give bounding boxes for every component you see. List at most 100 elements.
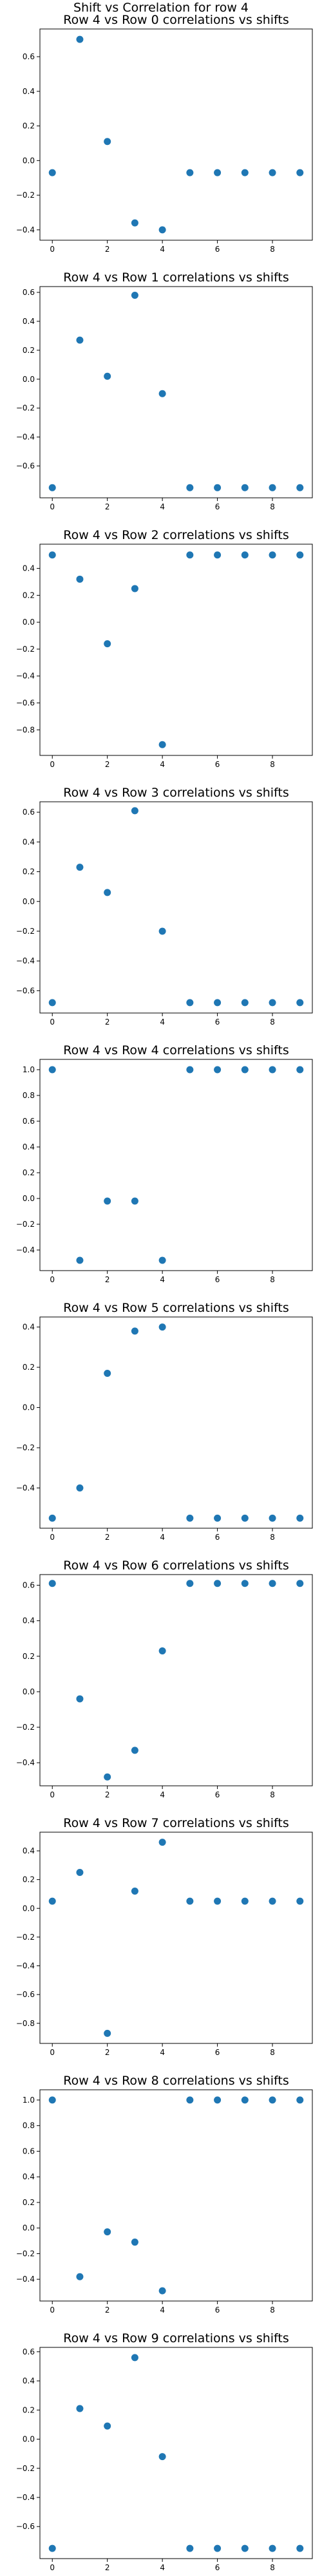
subplot-3: Row 4 vs Row 3 correlations vs shifts −0.… — [16, 786, 313, 1027]
data-point — [76, 2405, 84, 2412]
y-tick-label: −0.2 — [16, 645, 35, 654]
data-point — [214, 551, 222, 559]
subplot-4: Row 4 vs Row 4 correlations vs shifts −0.… — [16, 1043, 313, 1284]
y-tick-label: 0.4 — [23, 2376, 35, 2385]
data-point — [241, 551, 249, 559]
data-point — [241, 169, 249, 176]
data-point — [269, 1580, 276, 1587]
data-point — [131, 1887, 138, 1895]
y-tick-label: 0.6 — [23, 288, 35, 297]
subplot-title: Row 4 vs Row 3 correlations vs shifts — [63, 786, 289, 800]
data-point — [214, 2096, 222, 2104]
x-tick-label: 8 — [270, 2563, 275, 2572]
x-tick-label: 4 — [160, 502, 165, 511]
x-tick-label: 0 — [50, 2048, 55, 2057]
y-tick-label: 0.4 — [23, 1846, 35, 1855]
y-tick-label: 0.6 — [23, 52, 35, 61]
data-point — [269, 1897, 276, 1905]
subplot-title: Row 4 vs Row 2 correlations vs shifts — [63, 528, 289, 542]
data-point — [48, 2544, 56, 2552]
y-tick-label: 0.0 — [23, 375, 35, 384]
data-point — [269, 1066, 276, 1074]
x-tick-label: 0 — [50, 2563, 55, 2572]
x-tick-label: 8 — [270, 1018, 275, 1027]
y-tick-label: −0.6 — [16, 462, 35, 471]
subplot-5: Row 4 vs Row 5 correlations vs shifts −0.… — [16, 1301, 313, 1542]
y-tick-label: −0.4 — [16, 1758, 35, 1767]
x-tick-label: 8 — [270, 1533, 275, 1542]
y-tick-label: −0.6 — [16, 699, 35, 708]
y-tick-label: −0.4 — [16, 956, 35, 965]
data-point — [158, 741, 166, 748]
data-point — [104, 1369, 111, 1377]
x-tick-label: 2 — [105, 1533, 110, 1542]
subplot-1: Row 4 vs Row 1 correlations vs shifts −0.… — [16, 270, 313, 511]
figure-suptitle: Shift vs Correlation for row 4 — [73, 1, 249, 15]
data-point — [76, 35, 84, 43]
data-point — [158, 927, 166, 935]
data-point — [131, 2239, 138, 2246]
data-point — [186, 1897, 194, 1905]
y-tick-label: 0.2 — [23, 867, 35, 876]
x-tick-label: 0 — [50, 502, 55, 511]
x-tick-label: 2 — [105, 760, 110, 769]
data-point — [131, 1197, 138, 1205]
y-tick-label: 0.8 — [23, 1091, 35, 1100]
x-tick-label: 2 — [105, 1790, 110, 1799]
data-point — [296, 1897, 304, 1905]
subplot-title: Row 4 vs Row 4 correlations vs shifts — [63, 1043, 289, 1057]
subplot-8: Row 4 vs Row 8 correlations vs shifts −0.… — [16, 2074, 313, 2315]
y-tick-label: −0.8 — [16, 725, 35, 734]
y-tick-label: −0.4 — [16, 1962, 35, 1971]
y-tick-label: −0.2 — [16, 2464, 35, 2473]
data-point — [269, 484, 276, 491]
axes-frame — [39, 1574, 313, 1786]
y-tick-label: 0.4 — [23, 2172, 35, 2181]
x-tick-label: 8 — [270, 2306, 275, 2315]
y-tick-label: 0.4 — [23, 1616, 35, 1625]
x-tick-label: 8 — [270, 245, 275, 254]
y-tick-label: 0.2 — [23, 591, 35, 600]
data-point — [131, 1747, 138, 1754]
x-tick-label: 8 — [270, 760, 275, 769]
data-point — [76, 1484, 84, 1492]
data-point — [48, 484, 56, 491]
x-tick-label: 2 — [105, 1275, 110, 1284]
x-tick-label: 4 — [160, 1533, 165, 1542]
axes-frame — [39, 28, 313, 241]
subplot-2: Row 4 vs Row 2 correlations vs shifts −0.… — [16, 528, 313, 769]
y-tick-label: 0.6 — [23, 1581, 35, 1590]
y-tick-label: 0.2 — [23, 2405, 35, 2414]
data-point — [158, 2453, 166, 2461]
data-point — [269, 169, 276, 176]
y-tick-label: −0.4 — [16, 672, 35, 681]
x-tick-label: 4 — [160, 1275, 165, 1284]
y-tick-label: 0.0 — [23, 1687, 35, 1696]
x-tick-label: 6 — [215, 2306, 220, 2315]
data-point — [269, 1514, 276, 1522]
y-tick-label: 0.4 — [23, 1142, 35, 1151]
data-point — [76, 2273, 84, 2280]
y-tick-label: −0.6 — [16, 2522, 35, 2531]
y-tick-label: −0.6 — [16, 986, 35, 995]
y-tick-label: 0.0 — [23, 618, 35, 627]
y-tick-label: −0.2 — [16, 404, 35, 413]
data-point — [186, 999, 194, 1007]
data-point — [158, 226, 166, 234]
y-tick-label: 0.2 — [23, 1875, 35, 1884]
data-point — [158, 1839, 166, 1846]
axes-frame — [39, 544, 313, 756]
data-point — [214, 999, 222, 1007]
data-point — [48, 1514, 56, 1522]
y-tick-label: 0.2 — [23, 1168, 35, 1177]
data-point — [48, 551, 56, 559]
data-point — [48, 1066, 56, 1074]
data-point — [104, 640, 111, 648]
data-point — [186, 1514, 194, 1522]
data-point — [104, 138, 111, 146]
data-point — [186, 2544, 194, 2552]
data-point — [269, 999, 276, 1007]
data-point — [241, 999, 249, 1007]
data-point — [76, 864, 84, 871]
axes-frame — [39, 801, 313, 1014]
